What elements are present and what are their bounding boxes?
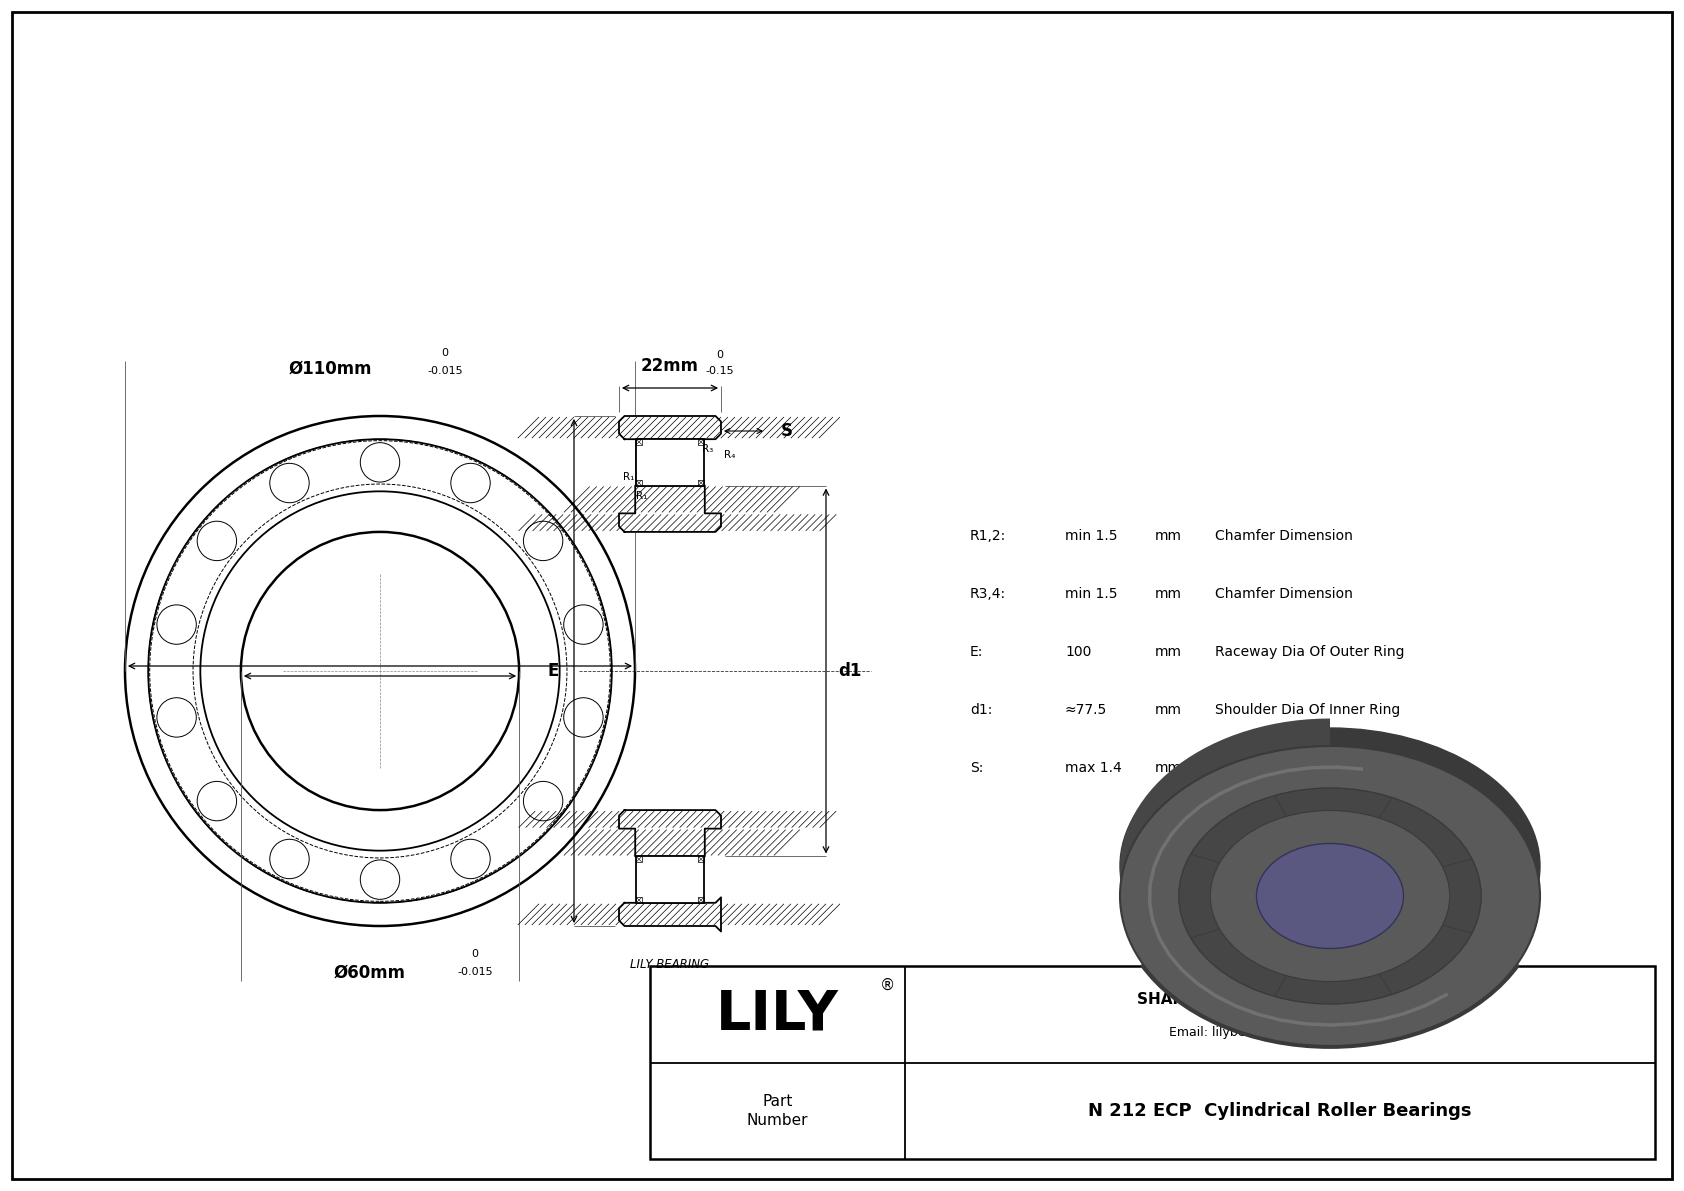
Text: E: E [547, 662, 559, 680]
Text: R₁: R₁ [637, 491, 647, 500]
Text: mm: mm [1155, 587, 1182, 601]
Text: R1,2:: R1,2: [970, 529, 1007, 543]
Bar [699, 439, 704, 444]
Bar [637, 856, 642, 862]
Text: SHANGHAI LILY BEARING LIMITED: SHANGHAI LILY BEARING LIMITED [1137, 992, 1423, 1008]
Polygon shape [620, 486, 721, 532]
Text: -0.015: -0.015 [456, 967, 493, 977]
Text: N 212 ECP  Cylindrical Roller Bearings: N 212 ECP Cylindrical Roller Bearings [1088, 1102, 1472, 1120]
Text: 0: 0 [716, 350, 724, 360]
Text: mm: mm [1155, 703, 1182, 717]
Bar [699, 480, 704, 486]
Bar [637, 856, 704, 903]
Polygon shape [1120, 718, 1330, 1046]
Text: Part
Number: Part Number [746, 1093, 808, 1128]
Polygon shape [620, 810, 721, 856]
Text: -0.015: -0.015 [428, 366, 463, 376]
Text: LILY: LILY [716, 987, 839, 1041]
Text: 0: 0 [472, 949, 478, 959]
Bar [637, 480, 642, 486]
Text: d1:: d1: [970, 703, 992, 717]
Text: -0.15: -0.15 [706, 366, 734, 376]
Text: E:: E: [970, 646, 983, 659]
Ellipse shape [1256, 843, 1403, 948]
Text: max 1.4: max 1.4 [1064, 761, 1122, 775]
Polygon shape [620, 416, 721, 439]
Text: R₁: R₁ [623, 472, 635, 481]
Text: ®: ® [879, 978, 894, 993]
Bar [699, 856, 704, 862]
Bar [637, 439, 704, 486]
Text: R3,4:: R3,4: [970, 587, 1005, 601]
Polygon shape [620, 897, 721, 931]
Text: LILY BEARING: LILY BEARING [630, 958, 709, 971]
Text: Ø60mm: Ø60mm [333, 964, 406, 983]
Text: d1: d1 [839, 662, 862, 680]
Bar [650, 966, 1655, 1159]
Ellipse shape [1120, 728, 1539, 1004]
Text: mm: mm [1155, 529, 1182, 543]
Text: Chamfer Dimension: Chamfer Dimension [1214, 529, 1352, 543]
Bar [637, 897, 642, 903]
Text: Permissible Axial Displacement: Permissible Axial Displacement [1214, 761, 1431, 775]
Text: R₃: R₃ [702, 444, 712, 454]
Ellipse shape [1120, 746, 1539, 1046]
Ellipse shape [1179, 788, 1482, 1004]
Text: mm: mm [1155, 761, 1182, 775]
Text: Raceway Dia Of Outer Ring: Raceway Dia Of Outer Ring [1214, 646, 1404, 659]
Text: S: S [781, 422, 793, 439]
Text: ≈77.5: ≈77.5 [1064, 703, 1108, 717]
Text: 22mm: 22mm [642, 357, 699, 375]
Bar [637, 439, 642, 444]
Ellipse shape [1211, 811, 1450, 981]
Text: 0: 0 [441, 348, 448, 358]
Text: Email: lilybearing@lily-bearing.com: Email: lilybearing@lily-bearing.com [1169, 1025, 1391, 1039]
Text: Ø110mm: Ø110mm [288, 360, 372, 378]
Text: S:: S: [970, 761, 983, 775]
Text: Shoulder Dia Of Inner Ring: Shoulder Dia Of Inner Ring [1214, 703, 1401, 717]
Bar [699, 897, 704, 903]
Text: min 1.5: min 1.5 [1064, 529, 1118, 543]
Text: 100: 100 [1064, 646, 1091, 659]
Text: Chamfer Dimension: Chamfer Dimension [1214, 587, 1352, 601]
Text: mm: mm [1155, 646, 1182, 659]
Text: R₄: R₄ [724, 450, 736, 460]
Text: min 1.5: min 1.5 [1064, 587, 1118, 601]
